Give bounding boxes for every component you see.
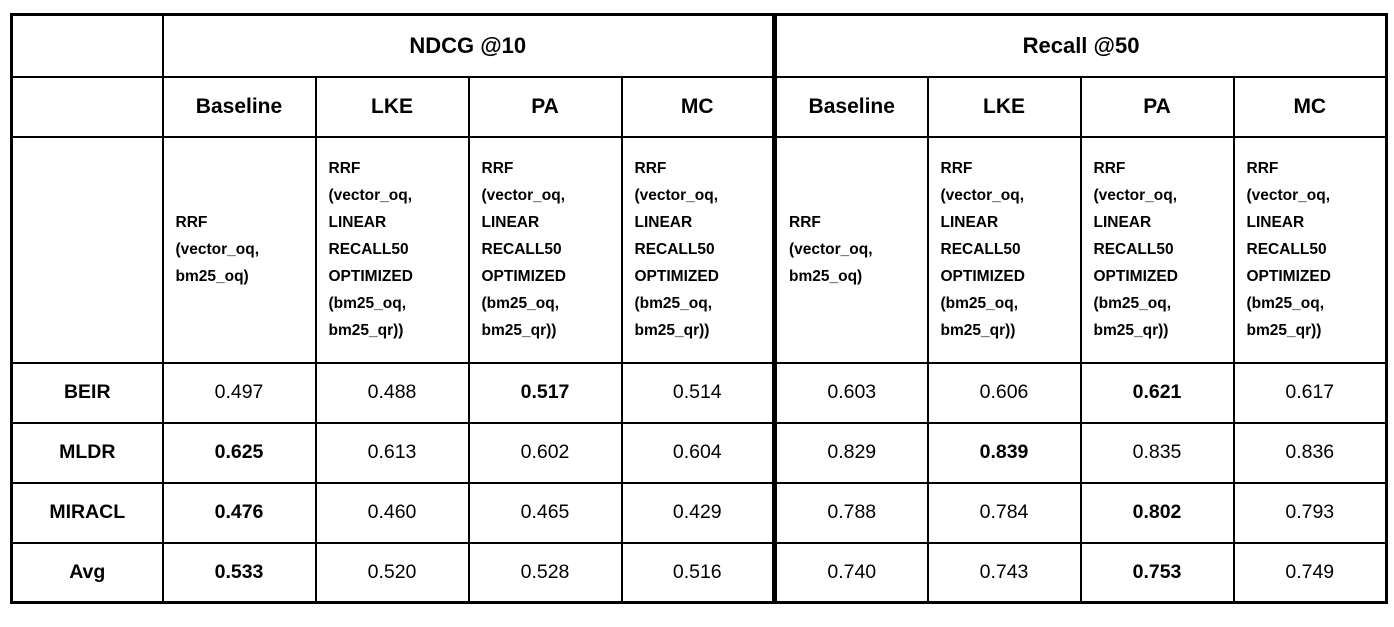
value-cell: 0.621 [1079,361,1235,424]
corner-cell [10,75,164,138]
method-description-ndcg-baseline: RRF (vector_oq, bm25_oq) [161,135,317,364]
row-label: BEIR [10,361,164,424]
value-cell: 0.497 [161,361,317,424]
value-cell: 0.617 [1232,361,1388,424]
method-header-ndcg-pa: PA [467,75,623,138]
value-cell: 0.743 [926,541,1082,604]
value-cell: 0.835 [1079,421,1235,484]
method-header-recall-mc: MC [1232,75,1388,138]
value-cell: 0.429 [620,481,776,544]
value-cell: 0.603 [772,361,929,424]
value-cell: 0.749 [1232,541,1388,604]
value-cell: 0.528 [467,541,623,604]
value-cell: 0.839 [926,421,1082,484]
value-cell: 0.625 [161,421,317,484]
table-row-mldr: MLDR 0.625 0.613 0.602 0.604 0.829 0.839… [10,421,1388,484]
value-cell: 0.476 [161,481,317,544]
method-description-recall-pa: RRF (vector_oq, LINEAR RECALL50 OPTIMIZE… [1079,135,1235,364]
value-cell: 0.606 [926,361,1082,424]
method-header-row: Baseline LKE PA MC Baseline LKE PA MC [10,75,1388,138]
method-header-recall-lke: LKE [926,75,1082,138]
value-cell: 0.465 [467,481,623,544]
value-cell: 0.516 [620,541,776,604]
value-cell: 0.533 [161,541,317,604]
corner-cell [10,135,164,364]
table-row-avg: Avg 0.533 0.520 0.528 0.516 0.740 0.743 … [10,541,1388,604]
value-cell: 0.488 [314,361,470,424]
value-cell: 0.602 [467,421,623,484]
value-cell: 0.520 [314,541,470,604]
corner-cell [10,13,164,78]
value-cell: 0.802 [1079,481,1235,544]
value-cell: 0.517 [467,361,623,424]
value-cell: 0.753 [1079,541,1235,604]
value-cell: 0.784 [926,481,1082,544]
method-description-ndcg-mc: RRF (vector_oq, LINEAR RECALL50 OPTIMIZE… [620,135,776,364]
value-cell: 0.788 [772,481,929,544]
value-cell: 0.829 [772,421,929,484]
method-header-ndcg-baseline: Baseline [161,75,317,138]
value-cell: 0.740 [772,541,929,604]
row-label: MLDR [10,421,164,484]
method-description-recall-mc: RRF (vector_oq, LINEAR RECALL50 OPTIMIZE… [1232,135,1388,364]
results-table: NDCG @10 Recall @50 Baseline LKE PA MC B… [10,13,1389,604]
method-header-recall-pa: PA [1079,75,1235,138]
value-cell: 0.793 [1232,481,1388,544]
method-header-ndcg-mc: MC [620,75,776,138]
method-description-recall-lke: RRF (vector_oq, LINEAR RECALL50 OPTIMIZE… [926,135,1082,364]
value-cell: 0.460 [314,481,470,544]
method-description-ndcg-lke: RRF (vector_oq, LINEAR RECALL50 OPTIMIZE… [314,135,470,364]
value-cell: 0.514 [620,361,776,424]
table-row-miracl: MIRACL 0.476 0.460 0.465 0.429 0.788 0.7… [10,481,1388,544]
row-label: Avg [10,541,164,604]
table-row-beir: BEIR 0.497 0.488 0.517 0.514 0.603 0.606… [10,361,1388,424]
method-description-row: RRF (vector_oq, bm25_oq) RRF (vector_oq,… [10,135,1388,364]
value-cell: 0.604 [620,421,776,484]
value-cell: 0.613 [314,421,470,484]
group-header-ndcg10: NDCG @10 [161,13,776,78]
group-header-recall50: Recall @50 [771,13,1388,78]
method-header-recall-baseline: Baseline [772,75,929,138]
metric-group-header-row: NDCG @10 Recall @50 [10,13,1388,78]
method-description-ndcg-pa: RRF (vector_oq, LINEAR RECALL50 OPTIMIZE… [467,135,623,364]
row-label: MIRACL [10,481,164,544]
value-cell: 0.836 [1232,421,1388,484]
method-header-ndcg-lke: LKE [314,75,470,138]
method-description-recall-baseline: RRF (vector_oq, bm25_oq) [772,135,929,364]
